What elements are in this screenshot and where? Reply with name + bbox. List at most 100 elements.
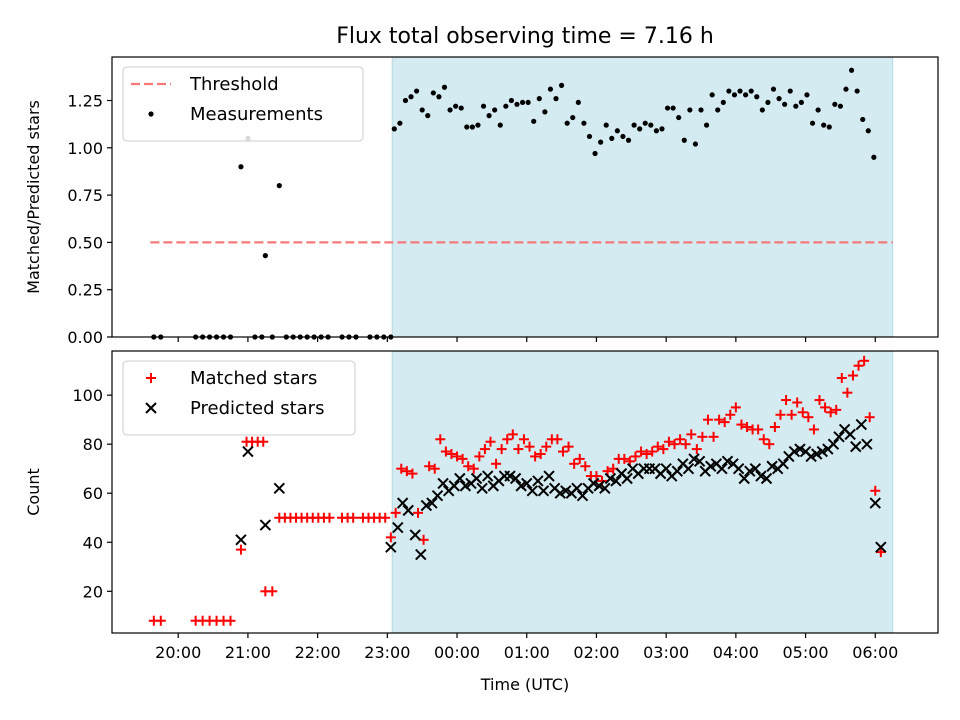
data-point <box>425 113 431 119</box>
data-point <box>736 419 747 430</box>
legend-label: Matched stars <box>190 368 317 389</box>
data-point <box>569 458 580 469</box>
x-tick-label: 23:00 <box>364 643 410 662</box>
data-point <box>641 448 652 459</box>
y-tick-label: 60 <box>83 484 103 503</box>
data-point <box>155 615 166 626</box>
data-point <box>797 407 808 418</box>
data-point <box>408 94 414 100</box>
data-point <box>820 402 831 413</box>
data-point <box>660 462 672 475</box>
data-point <box>242 445 254 458</box>
data-point <box>553 96 559 102</box>
data-point <box>642 120 648 126</box>
data-point <box>730 402 741 413</box>
data-point <box>440 446 451 457</box>
data-point <box>558 82 565 88</box>
data-point <box>621 472 633 485</box>
legend-box <box>122 360 356 436</box>
data-point <box>402 504 414 517</box>
data-point <box>508 97 515 104</box>
data-point <box>731 92 738 98</box>
data-point <box>380 512 391 523</box>
data-point <box>571 482 583 495</box>
data-point <box>875 541 887 553</box>
data-point <box>777 458 789 470</box>
data-point <box>631 122 637 128</box>
data-point <box>864 412 875 423</box>
data-point <box>603 122 609 128</box>
data-point <box>814 395 825 406</box>
data-point <box>457 453 468 464</box>
legend-marker <box>148 111 154 117</box>
top-y-axis-label: Matched/Predicted stars <box>24 100 43 294</box>
series-predicted-stars <box>235 418 887 561</box>
data-point <box>513 444 524 455</box>
chart-title: Flux total observing time = 7.16 h <box>336 24 714 49</box>
data-point <box>598 139 604 145</box>
data-point <box>764 439 775 450</box>
data-point <box>458 105 464 111</box>
data-point <box>732 462 745 475</box>
x-tick-label: 00:00 <box>434 643 480 662</box>
data-point <box>436 94 442 100</box>
data-point <box>463 461 474 472</box>
data-point <box>238 164 244 170</box>
data-point <box>396 497 409 509</box>
data-point <box>682 462 695 475</box>
data-point <box>474 451 485 462</box>
data-point <box>653 128 659 134</box>
data-point <box>630 451 641 462</box>
data-point <box>519 99 526 106</box>
data-point <box>259 519 272 531</box>
data-point <box>765 99 771 106</box>
data-point <box>485 436 496 447</box>
data-point <box>720 99 726 106</box>
legend-label: Measurements <box>190 104 323 125</box>
legend-marker <box>146 373 156 383</box>
data-point <box>715 107 721 113</box>
data-point <box>692 141 699 147</box>
data-point <box>552 434 563 445</box>
x-tick-label: 03:00 <box>643 643 689 662</box>
legend: Matched stars Predicted stars <box>122 360 356 436</box>
data-point <box>836 372 847 383</box>
data-point <box>429 463 440 474</box>
data-point <box>776 96 782 102</box>
data-point <box>870 485 881 496</box>
data-point <box>609 135 615 141</box>
legend-box <box>122 66 364 142</box>
data-point <box>861 438 873 450</box>
data-point <box>749 462 762 475</box>
data-point <box>385 541 397 553</box>
observing-span <box>392 351 893 633</box>
data-point <box>446 448 457 459</box>
data-point <box>435 434 446 445</box>
y-tick-label: 0.25 <box>67 281 103 300</box>
data-point <box>525 99 531 106</box>
data-point <box>557 446 568 457</box>
data-point <box>564 120 570 126</box>
data-point <box>235 534 247 546</box>
data-point <box>441 84 448 90</box>
data-point <box>448 480 460 492</box>
x-axis-label: Time (UTC) <box>480 675 569 694</box>
data-point <box>518 434 529 445</box>
data-point <box>276 183 282 189</box>
data-point <box>675 434 686 445</box>
data-point <box>676 114 682 121</box>
data-point <box>859 355 870 366</box>
data-point <box>664 105 671 111</box>
data-point <box>262 253 268 259</box>
data-point <box>760 472 773 485</box>
y-tick-label: 80 <box>83 435 103 454</box>
data-point <box>808 424 819 435</box>
data-point <box>454 472 466 485</box>
data-point <box>687 107 693 113</box>
data-point <box>769 422 780 433</box>
data-point <box>530 451 541 462</box>
data-point <box>324 512 335 523</box>
data-point <box>725 409 736 420</box>
data-point <box>648 122 654 128</box>
